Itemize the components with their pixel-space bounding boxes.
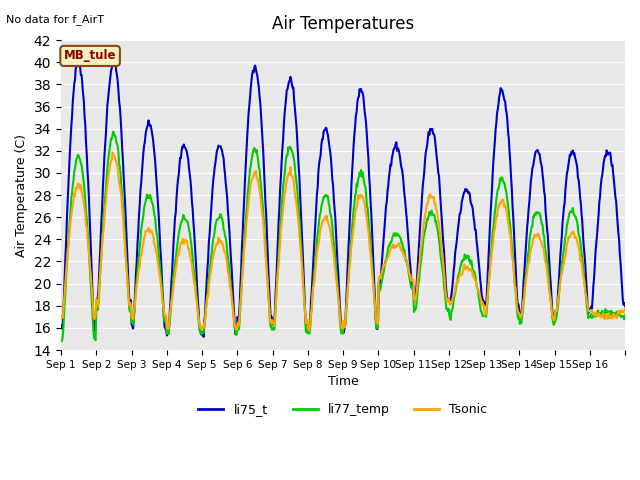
li77_temp (403, 258, 410, 264)
Tsonic (305, 328, 313, 334)
li77_temp (228, 301, 236, 307)
li75_t (74, 56, 82, 62)
li75_t (278, 159, 285, 165)
li75_t (124, 267, 132, 273)
Text: MB_tule: MB_tule (64, 49, 116, 62)
Tsonic (228, 295, 236, 301)
Line: li75_t: li75_t (61, 59, 625, 337)
li75_t (200, 334, 207, 340)
Tsonic (277, 227, 285, 233)
X-axis label: Time: Time (328, 375, 358, 388)
li77_temp (109, 129, 117, 134)
Tsonic (57, 314, 65, 320)
Text: No data for f_AirT: No data for f_AirT (6, 14, 104, 25)
Line: Tsonic: Tsonic (61, 153, 625, 331)
Legend: li75_t, li77_temp, Tsonic: li75_t, li77_temp, Tsonic (193, 398, 493, 421)
Title: Air Temperatures: Air Temperatures (272, 15, 414, 33)
li77_temp (57, 337, 65, 343)
Line: li77_temp: li77_temp (61, 132, 625, 341)
Y-axis label: Air Temperature (C): Air Temperature (C) (15, 133, 28, 257)
li77_temp (125, 297, 132, 302)
li77_temp (278, 203, 285, 209)
Tsonic (109, 150, 116, 156)
li77_temp (435, 231, 442, 237)
li77_temp (58, 338, 66, 344)
li77_temp (621, 312, 629, 318)
li75_t (57, 322, 65, 328)
Tsonic (435, 218, 442, 224)
li75_t (403, 214, 410, 220)
Tsonic (124, 284, 132, 290)
li75_t (621, 303, 629, 309)
li75_t (257, 100, 264, 106)
Tsonic (256, 187, 264, 193)
li75_t (435, 170, 442, 176)
Tsonic (403, 257, 410, 263)
li75_t (228, 280, 236, 286)
li77_temp (257, 176, 264, 182)
Tsonic (621, 305, 629, 311)
